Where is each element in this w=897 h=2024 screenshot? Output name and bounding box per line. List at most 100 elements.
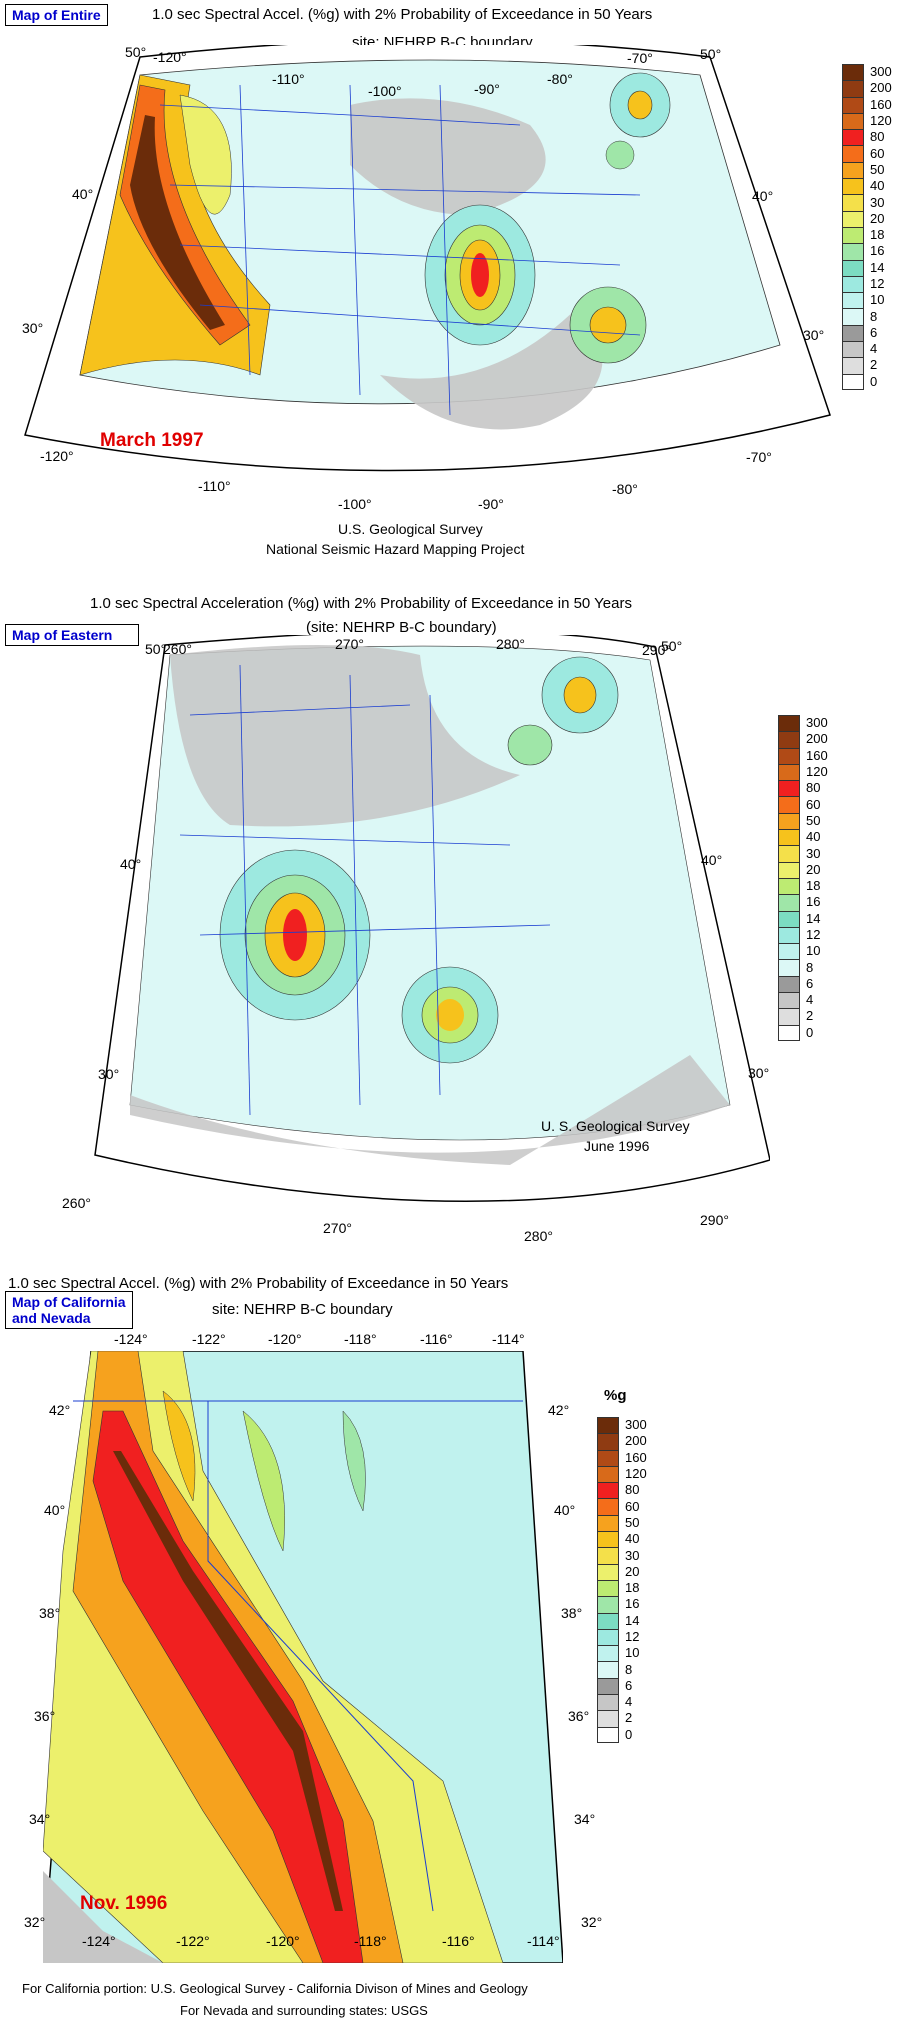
map-california-bottom-lon: -122° <box>176 1933 210 1949</box>
legend-row: 8 <box>842 308 892 325</box>
legend-row: 300 <box>842 64 892 81</box>
legend-label: 20 <box>870 210 885 226</box>
legend-swatch <box>842 275 864 293</box>
legend-row: 30 <box>842 194 892 211</box>
legend-row: 80 <box>597 1482 647 1499</box>
legend-label: 200 <box>625 1433 647 1449</box>
legend-row: 0 <box>597 1726 647 1743</box>
legend-swatch <box>778 780 800 797</box>
legend-label: 2 <box>806 1008 814 1024</box>
legend-row: 50 <box>597 1514 647 1532</box>
legend-swatch <box>842 324 864 342</box>
legend-row: 6 <box>842 324 892 342</box>
map-california-date: Nov. 1996 <box>80 1893 168 1914</box>
map-entire-top-lon: -80° <box>547 71 573 87</box>
map-entire-panel: Map of Entire 1.0 sec Spectral Accel. (%… <box>0 0 897 570</box>
map-eastern-credit-1: U. S. Geological Survey <box>541 1118 690 1134</box>
legend-swatch <box>597 1645 619 1662</box>
legend-swatch <box>842 226 864 244</box>
legend-row: 20 <box>778 861 828 878</box>
map-eastern-bottom-lon: 290° <box>700 1212 729 1228</box>
legend-swatch <box>842 341 864 358</box>
map-california-top-lon: -120° <box>268 1331 302 1347</box>
legend-row: 4 <box>597 1694 647 1711</box>
legend-row: 10 <box>778 943 828 960</box>
legend-label: 18 <box>625 1580 640 1596</box>
map-entire-credit-2: National Seismic Hazard Mapping Project <box>266 541 525 557</box>
map-eastern-legend: 300 200 160 120 80 60 50 40 30 20 18 16 14 12 10 8 6 4 2 0 <box>778 715 828 1041</box>
legend-label: 10 <box>625 1645 640 1661</box>
legend-label: 160 <box>870 96 892 112</box>
legend-label: 160 <box>625 1449 647 1465</box>
legend-swatch <box>597 1677 619 1695</box>
legend-row: 50 <box>842 161 892 179</box>
map-entire-top-lon: -120° <box>153 49 187 65</box>
legend-swatch <box>778 861 800 878</box>
legend-row: 160 <box>597 1449 647 1466</box>
map-california-right-lat: 36° <box>568 1708 590 1724</box>
legend-row: 14 <box>778 910 828 927</box>
legend-swatch <box>778 975 800 993</box>
legend-row: 12 <box>842 275 892 293</box>
map-california-bottom-lon: -114° <box>527 1933 560 1949</box>
map-entire-bottom-lon: -80° <box>612 481 638 497</box>
legend-label: 20 <box>625 1563 640 1579</box>
map-california-left-lat: 32° <box>24 1914 46 1930</box>
legend-label: 4 <box>806 992 814 1008</box>
map-california-button[interactable]: Map of California and Nevada <box>5 1291 133 1329</box>
map-eastern-right-lat: 40° <box>701 852 723 868</box>
legend-swatch <box>778 715 800 732</box>
legend-swatch <box>597 1498 619 1515</box>
legend-label: 2 <box>625 1710 633 1726</box>
legend-label: 0 <box>806 1024 814 1040</box>
legend-label: 14 <box>806 910 821 926</box>
map-california-right-lat: 42° <box>548 1402 570 1418</box>
map-california-left-lat: 42° <box>49 1402 71 1418</box>
legend-swatch <box>778 992 800 1009</box>
legend-swatch <box>778 943 800 960</box>
legend-row: 80 <box>842 129 892 146</box>
map-eastern-button[interactable]: Map of Eastern <box>5 624 139 646</box>
legend-row: 14 <box>842 259 892 276</box>
legend-swatch <box>597 1710 619 1727</box>
legend-row: 18 <box>842 226 892 244</box>
legend-row: 8 <box>597 1661 647 1678</box>
legend-row: 18 <box>778 877 828 895</box>
map-california-left-lat: 38° <box>39 1605 61 1621</box>
legend-label: 300 <box>870 64 892 80</box>
legend-label: 120 <box>625 1466 647 1482</box>
legend-label: 120 <box>870 113 892 129</box>
legend-row: 60 <box>778 796 828 813</box>
legend-swatch <box>597 1433 619 1450</box>
legend-swatch <box>842 308 864 325</box>
legend-row: 18 <box>597 1579 647 1597</box>
map-eastern-panel: 1.0 sec Spectral Acceleration (%g) with … <box>0 580 897 1260</box>
legend-label: 60 <box>870 145 885 161</box>
map-california-credit-2: For Nevada and surrounding states: USGS <box>180 2003 428 2018</box>
legend-row: 200 <box>597 1433 647 1450</box>
map-eastern-right-lat: 30° <box>748 1065 770 1081</box>
legend-label: 16 <box>625 1596 640 1612</box>
map-california-credit-1: For California portion: U.S. Geological … <box>22 1981 528 1996</box>
map-entire-title: 1.0 sec Spectral Accel. (%g) with 2% Pro… <box>152 6 653 23</box>
legend-swatch <box>597 1514 619 1532</box>
legend-row: 6 <box>597 1677 647 1695</box>
map-california-top-lon: -122° <box>192 1331 226 1347</box>
legend-swatch <box>778 812 800 830</box>
legend-label: 40 <box>870 178 885 194</box>
legend-swatch <box>778 894 800 911</box>
map-entire-top-lon: -100° <box>368 83 402 99</box>
legend-swatch <box>842 373 864 390</box>
map-entire-button[interactable]: Map of Entire <box>5 4 108 26</box>
legend-label: 0 <box>870 373 878 389</box>
legend-row: 60 <box>597 1498 647 1515</box>
legend-label: 4 <box>625 1694 633 1710</box>
map-entire-top-lon: -70° <box>627 50 653 66</box>
map-entire-right-lat: 50° <box>700 46 722 62</box>
legend-label: 200 <box>870 80 892 96</box>
legend-row: 30 <box>778 845 828 862</box>
map-entire-bottom-lon: -110° <box>198 478 231 494</box>
map-california-bottom-lon: -118° <box>354 1933 387 1949</box>
legend-label: 60 <box>806 796 821 812</box>
map-california-left-lat: 40° <box>44 1502 66 1518</box>
